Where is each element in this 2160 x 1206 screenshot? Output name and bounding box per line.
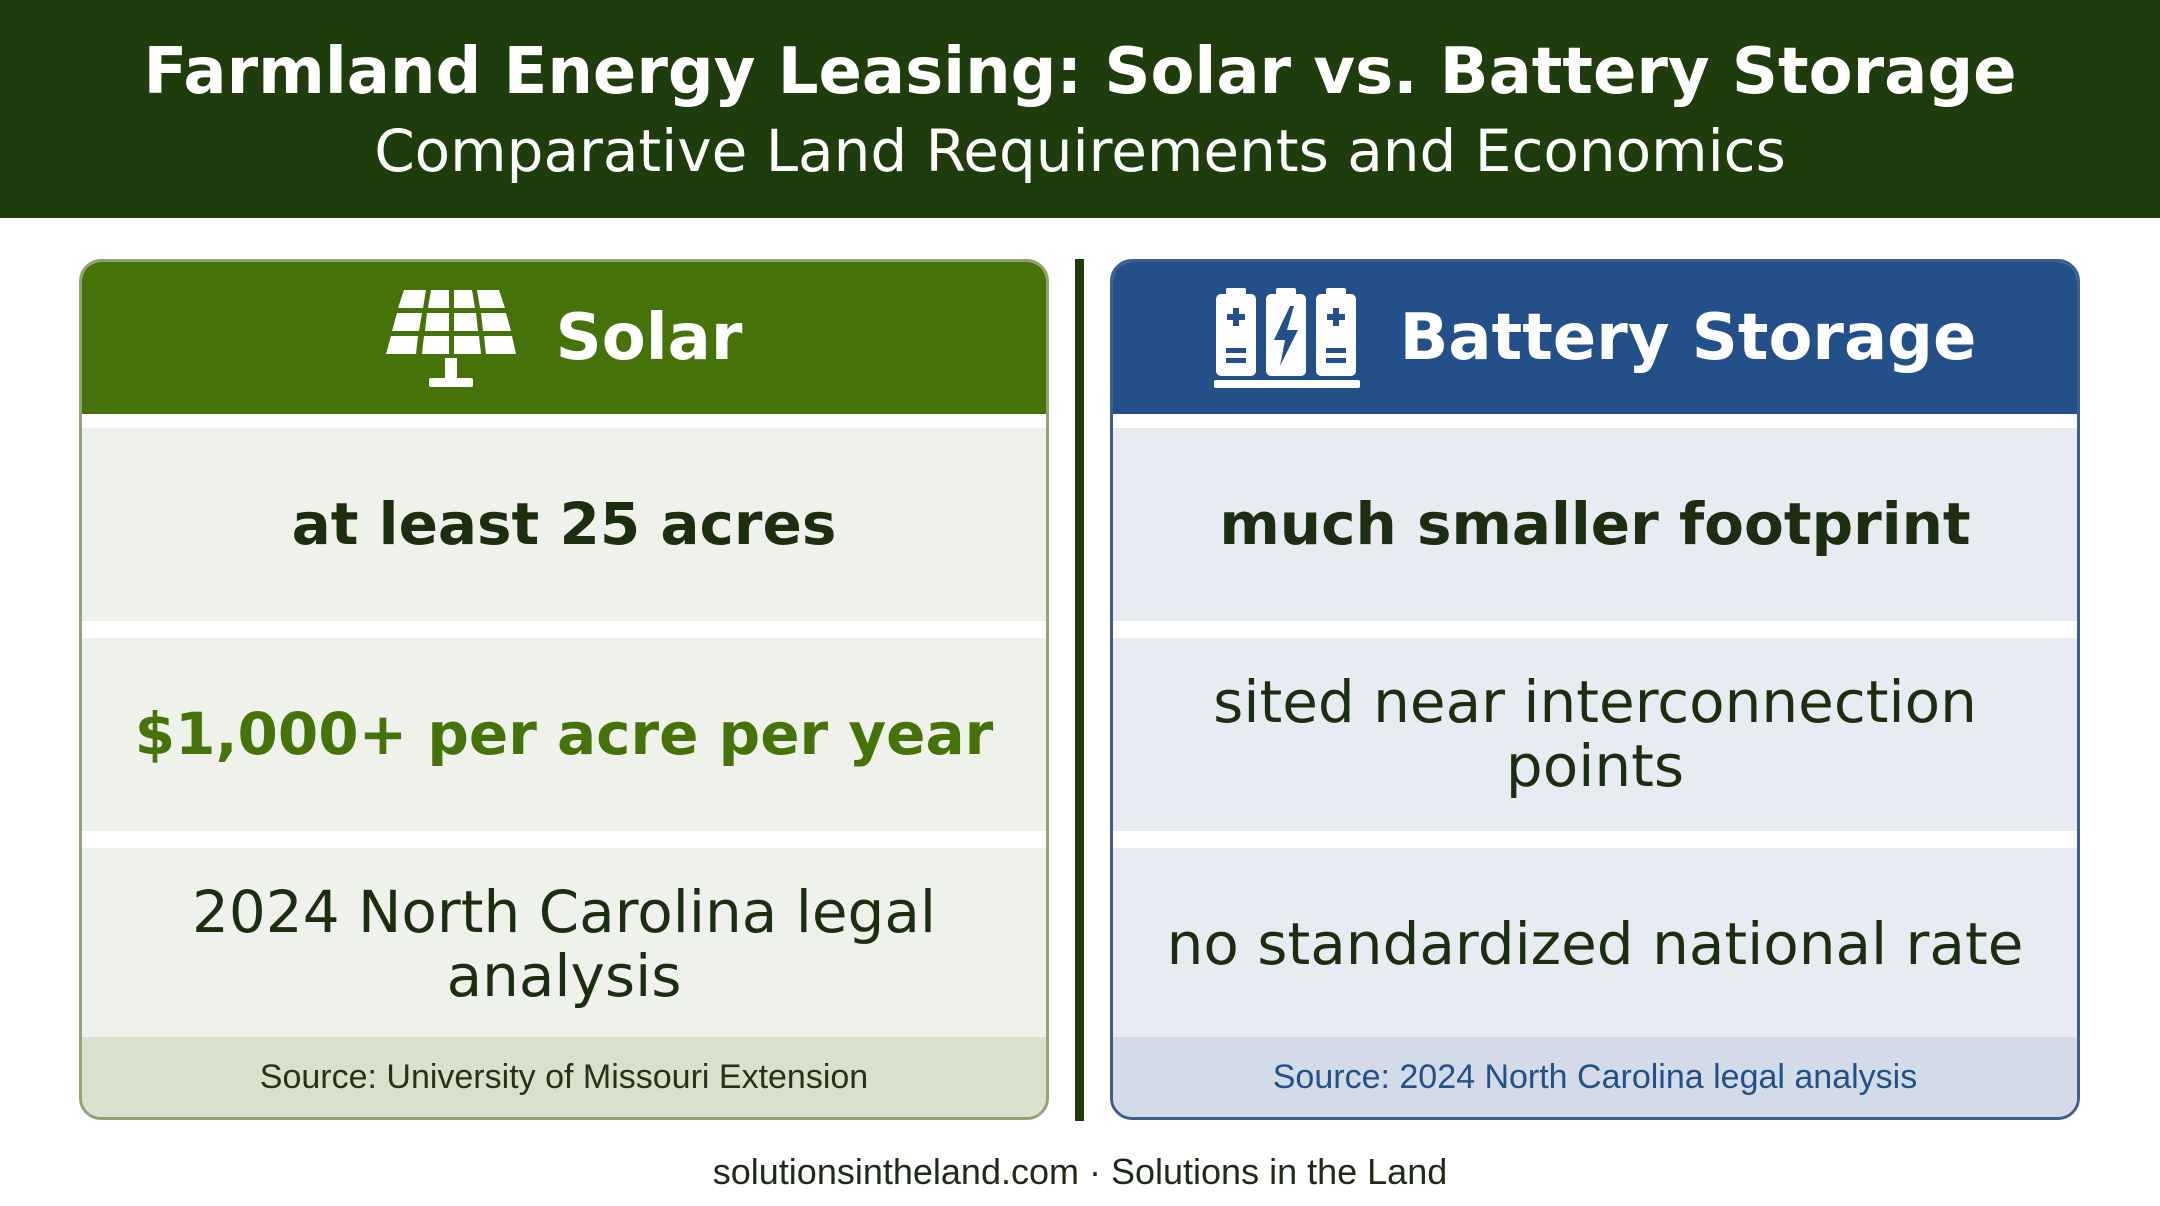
battery-siting: sited near interconnection points xyxy=(1213,667,1977,800)
solar-source: Source: University of Missouri Extension xyxy=(82,1037,1046,1117)
battery-siting-row: sited near interconnection points xyxy=(1113,638,2077,831)
battery-source: Source: 2024 North Carolina legal analys… xyxy=(1113,1037,2077,1117)
solar-land-requirement: at least 25 acres xyxy=(291,489,837,558)
battery-land-requirement: much smaller footprint xyxy=(1219,489,1971,558)
page-title: Farmland Energy Leasing: Solar vs. Batte… xyxy=(143,35,2017,109)
solar-land-row: at least 25 acres xyxy=(82,428,1046,621)
center-divider xyxy=(1075,259,1084,1121)
page-subtitle: Comparative Land Requirements and Econom… xyxy=(374,117,1786,185)
header-banner: Farmland Energy Leasing: Solar vs. Batte… xyxy=(0,0,2160,218)
solar-card-title: Solar xyxy=(555,301,743,375)
footer-credit: solutionsintheland.com · Solutions in th… xyxy=(712,1151,1448,1192)
battery-rate: no standardized national rate xyxy=(1166,909,2024,978)
battery-card-title: Battery Storage xyxy=(1399,301,1977,375)
solar-lease-rate: $1,000+ per acre per year xyxy=(134,699,994,768)
solar-reference: 2024 North Carolina legal analysis xyxy=(191,877,937,1010)
battery-rate-row: no standardized national rate xyxy=(1113,848,2077,1041)
solar-card-header: Solar xyxy=(82,262,1046,414)
solar-panel-card: Solar at least 25 acres $1,000+ per acre… xyxy=(79,259,1049,1120)
battery-storage-icon xyxy=(1213,288,1360,388)
battery-land-row: much smaller footprint xyxy=(1113,428,2077,621)
solar-rate-row: $1,000+ per acre per year xyxy=(82,638,1046,831)
solar-panel-icon xyxy=(385,290,516,387)
battery-panel-card: Battery Storage much smaller footprint s… xyxy=(1110,259,2080,1120)
battery-card-header: Battery Storage xyxy=(1113,262,2077,414)
solar-reference-row: 2024 North Carolina legal analysis xyxy=(82,848,1046,1041)
